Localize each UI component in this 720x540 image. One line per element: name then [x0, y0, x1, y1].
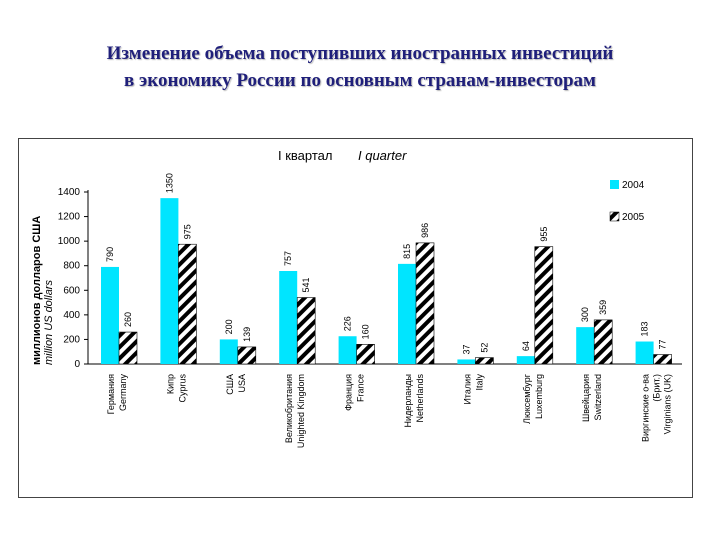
category-label-en: Cyprus	[177, 374, 187, 403]
category-label-ru: Германия	[106, 374, 116, 414]
y-tick-label: 600	[63, 285, 80, 296]
chart-title-ru: I квартал	[278, 148, 332, 163]
bar-value-label: 975	[182, 224, 192, 239]
bar-value-label: 955	[539, 227, 549, 242]
y-axis-title-en: million US dollars	[43, 280, 55, 365]
legend-label-2004: 2004	[622, 180, 645, 191]
y-axis-title-ru: миллионов долларов США	[31, 216, 43, 365]
category-label-en: Italy	[474, 374, 484, 391]
bar-2005	[178, 243, 197, 365]
category-label-ru: Великобритания	[284, 374, 294, 443]
bar-2005	[296, 297, 316, 365]
y-tick-label: 400	[63, 310, 80, 321]
category-label-en: Luxemburg	[534, 374, 544, 419]
bar-2004	[338, 336, 357, 364]
category-label-ru: Швейцария	[581, 374, 591, 422]
bar-2004	[279, 270, 298, 364]
bar-value-label: 64	[521, 341, 531, 351]
y-tick-label: 0	[74, 359, 80, 370]
bar-value-label: 790	[105, 247, 115, 262]
legend-swatch-2004	[610, 180, 619, 189]
bar-2005	[356, 344, 375, 365]
bar-2004	[398, 263, 416, 364]
bar-value-label: 1350	[164, 173, 174, 193]
category-label-en: Unighted Kingdom	[296, 374, 306, 448]
category-label-en: Netherlands	[415, 374, 425, 423]
category-label-extra: (Брит.)	[652, 374, 662, 402]
category-label-ru: Франция	[344, 374, 354, 411]
legend-swatch-2005	[609, 211, 620, 222]
category-label-ru: Виргинские о-ва	[641, 374, 651, 442]
page-title: Изменение объема поступивших иностранных…	[0, 40, 720, 94]
category-label-en: Switzerland	[593, 374, 603, 421]
bar-value-label: 37	[461, 344, 471, 354]
bar-value-label: 986	[420, 223, 430, 238]
category-label-en: Virginians (UK)	[663, 374, 673, 434]
bar-value-label: 200	[224, 319, 234, 334]
y-tick-label: 200	[63, 334, 80, 345]
category-label-en: Germany	[118, 374, 128, 412]
y-tick-label: 1400	[58, 187, 81, 198]
bar-2004	[457, 359, 476, 364]
bar-value-label: 160	[361, 324, 371, 339]
bar-value-label: 139	[242, 327, 252, 342]
bar-value-label: 226	[343, 316, 353, 331]
category-label-en: France	[356, 374, 366, 402]
bar-2005	[653, 354, 672, 365]
bar-value-label: 183	[640, 321, 650, 336]
category-label-ru: Люксембург	[522, 373, 532, 424]
chart-frame	[18, 138, 693, 498]
y-tick-label: 1000	[58, 236, 81, 247]
bar-2005	[415, 242, 435, 365]
bar-value-label: 359	[598, 300, 608, 315]
title-line-1: Изменение объема поступивших иностранных…	[106, 43, 614, 64]
category-label-ru: Италия	[462, 374, 472, 405]
legend-label-2005: 2005	[622, 212, 645, 223]
bar-value-label: 52	[479, 343, 489, 353]
bar-2005	[118, 331, 138, 365]
bar-value-label: 77	[658, 340, 668, 350]
category-label-ru: Кипр	[165, 374, 175, 394]
title-line-2: в экономику России по основным странам-и…	[124, 70, 596, 91]
bar-2005	[534, 246, 554, 365]
bar-value-label: 300	[580, 307, 590, 322]
bar-value-label: 260	[123, 312, 133, 327]
bar-2004	[160, 198, 179, 364]
bar-2004	[219, 339, 238, 364]
bar-value-label: 757	[283, 251, 293, 266]
bar-value-label: 541	[301, 278, 311, 293]
bar-2004	[576, 327, 595, 364]
bar-value-label: 815	[402, 244, 412, 259]
bar-2005	[475, 357, 494, 365]
y-tick-label: 800	[63, 261, 80, 272]
bar-2005	[237, 346, 257, 365]
category-label-en: USA	[237, 374, 247, 393]
category-label-ru: Нидерланды	[403, 374, 413, 427]
bar-2004	[101, 266, 119, 364]
chart-title-en: I quarter	[358, 148, 407, 163]
bar-2005	[593, 319, 613, 365]
bar-2004	[516, 356, 535, 364]
y-tick-label: 1200	[58, 212, 81, 223]
category-label-ru: США	[225, 374, 235, 395]
bar-2004	[635, 341, 654, 364]
